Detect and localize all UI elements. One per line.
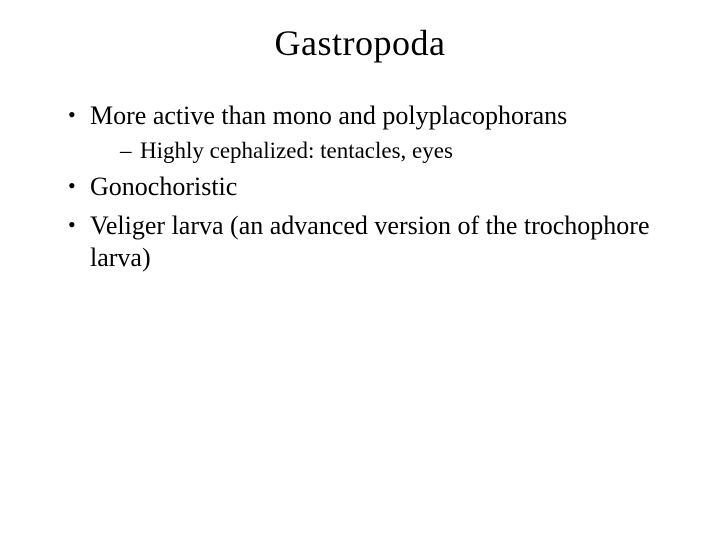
sub-bullet-item-1: Highly cephalized: tentacles, eyes	[120, 137, 680, 166]
bullet-item-2: Gonochoristic	[68, 171, 680, 204]
bullet-item-3: Veliger larva (an advanced version of th…	[68, 210, 680, 275]
bullet-list: More active than mono and polyplacophora…	[40, 100, 680, 275]
slide: Gastropoda More active than mono and pol…	[0, 0, 720, 540]
sub-bullet-text: Highly cephalized: tentacles, eyes	[140, 138, 453, 163]
sub-bullet-list: Highly cephalized: tentacles, eyes	[90, 137, 680, 166]
bullet-text: Gonochoristic	[90, 172, 237, 201]
bullet-text: More active than mono and polyplacophora…	[90, 101, 567, 130]
bullet-text: Veliger larva (an advanced version of th…	[90, 211, 649, 273]
bullet-item-1: More active than mono and polyplacophora…	[68, 100, 680, 165]
slide-title: Gastropoda	[40, 22, 680, 64]
